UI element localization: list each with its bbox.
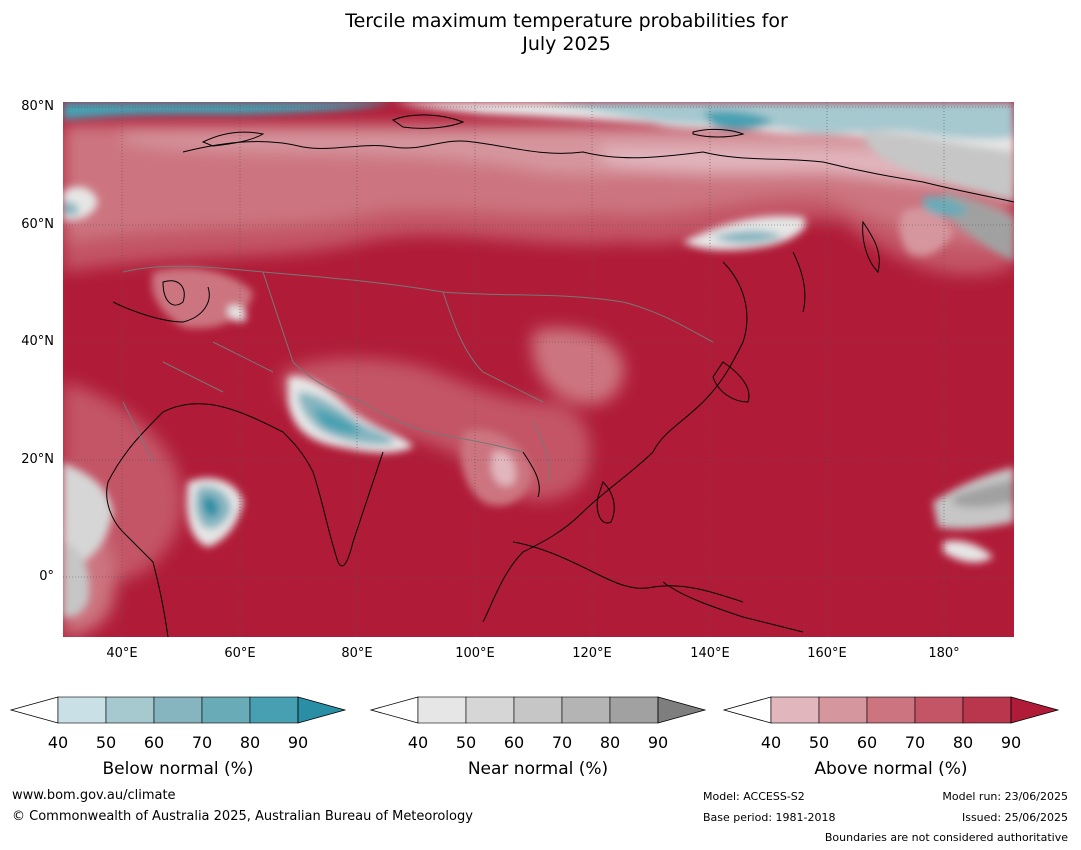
colorbar-below-tick: 70 — [191, 733, 213, 752]
lon-label-160e: 160°E — [807, 646, 847, 661]
colorbar-near-tick: 50 — [455, 733, 477, 752]
colorbar-near-40-50 — [417, 696, 467, 724]
colorbar-below-normal — [9, 690, 347, 734]
lon-label-180: 180° — [928, 646, 960, 661]
map-svg — [63, 102, 1014, 637]
coastlines — [106, 114, 1014, 637]
colorbar-above-tick: 60 — [856, 733, 878, 752]
colorbar-near-70-80 — [561, 696, 611, 724]
footer-model-run: Model run: 23/06/2025 — [942, 790, 1068, 803]
colorbar-above-normal — [722, 690, 1060, 734]
colorbar-near-tick: 60 — [503, 733, 525, 752]
footer-disclaimer: Boundaries are not considered authoritat… — [824, 831, 1068, 844]
colorbar-above-tick: 90 — [1000, 733, 1022, 752]
colorbar-below-tick: 50 — [95, 733, 117, 752]
colorbar-above-svg — [722, 696, 1060, 724]
colorbar-above-tick: 70 — [904, 733, 926, 752]
map-title: Tercile maximum temperature probabilitie… — [0, 10, 1081, 56]
colorbar-near-title: Near normal (%) — [467, 759, 609, 779]
colorbar-below-70-80 — [201, 696, 251, 724]
colorbar-below-over — [297, 696, 347, 724]
colorbar-near-50-60 — [465, 696, 515, 724]
colorbar-above-70-80 — [914, 696, 964, 724]
graticule — [63, 102, 1014, 637]
footer-website: www.bom.gov.au/climate — [12, 788, 176, 803]
colorbar-below-tick: 90 — [287, 733, 309, 752]
colorbar-above-40-50 — [770, 696, 820, 724]
colorbar-near-tick: 80 — [599, 733, 621, 752]
colorbar-above-over — [1010, 696, 1060, 724]
colorbar-near-svg — [369, 696, 707, 724]
footer-base-period: Base period: 1981-2018 — [703, 811, 836, 824]
colorbar-near-normal — [369, 690, 707, 734]
colorbar-above-tick: 50 — [808, 733, 830, 752]
country-borders — [122, 265, 714, 483]
lon-label-80e: 80°E — [341, 646, 373, 661]
colorbar-below-svg — [9, 696, 347, 724]
colorbar-near-under — [369, 696, 419, 724]
lon-label-140e: 140°E — [690, 646, 730, 661]
lat-label-80n: 80°N — [21, 99, 54, 114]
probability-map — [63, 102, 1014, 637]
colorbar-above-60-70 — [866, 696, 916, 724]
colorbar-above-under — [722, 696, 772, 724]
colorbar-above-title: Above normal (%) — [814, 759, 968, 779]
colorbar-below-50-60 — [105, 696, 155, 724]
lat-label-20n: 20°N — [21, 452, 54, 467]
colorbar-above-tick: 40 — [760, 733, 782, 752]
colorbar-near-tick: 90 — [647, 733, 669, 752]
colorbar-below-tick: 40 — [47, 733, 69, 752]
map-title-line2: July 2025 — [522, 33, 611, 55]
lon-label-60e: 60°E — [224, 646, 256, 661]
colorbar-above-tick: 80 — [952, 733, 974, 752]
colorbar-below-40-50 — [57, 696, 107, 724]
lat-label-40n: 40°N — [21, 334, 54, 349]
map-title-line1: Tercile maximum temperature probabilitie… — [345, 10, 788, 32]
lat-label-0: 0° — [39, 569, 54, 584]
colorbar-near-over — [657, 696, 707, 724]
colorbar-below-under — [9, 696, 59, 724]
colorbar-near-60-70 — [513, 696, 563, 724]
colorbar-below-80-90 — [249, 696, 299, 724]
colorbar-below-tick: 60 — [143, 733, 165, 752]
colorbar-near-80-90 — [609, 696, 659, 724]
colorbar-below-60-70 — [153, 696, 203, 724]
colorbar-below-title: Below normal (%) — [102, 759, 254, 779]
below-normal-zones — [63, 102, 1014, 618]
colorbar-above-50-60 — [818, 696, 868, 724]
footer-issued: Issued: 25/06/2025 — [961, 811, 1068, 824]
lon-label-40e: 40°E — [106, 646, 138, 661]
footer-model: Model: ACCESS-S2 — [703, 790, 805, 803]
footer-copyright: © Commonwealth of Australia 2025, Austra… — [12, 809, 473, 824]
colorbar-near-tick: 70 — [551, 733, 573, 752]
lat-label-60n: 60°N — [21, 217, 54, 232]
colorbar-near-tick: 40 — [407, 733, 429, 752]
colorbar-above-80-90 — [962, 696, 1012, 724]
lon-label-100e: 100°E — [455, 646, 495, 661]
colorbar-below-tick: 80 — [239, 733, 261, 752]
lon-label-120e: 120°E — [572, 646, 612, 661]
